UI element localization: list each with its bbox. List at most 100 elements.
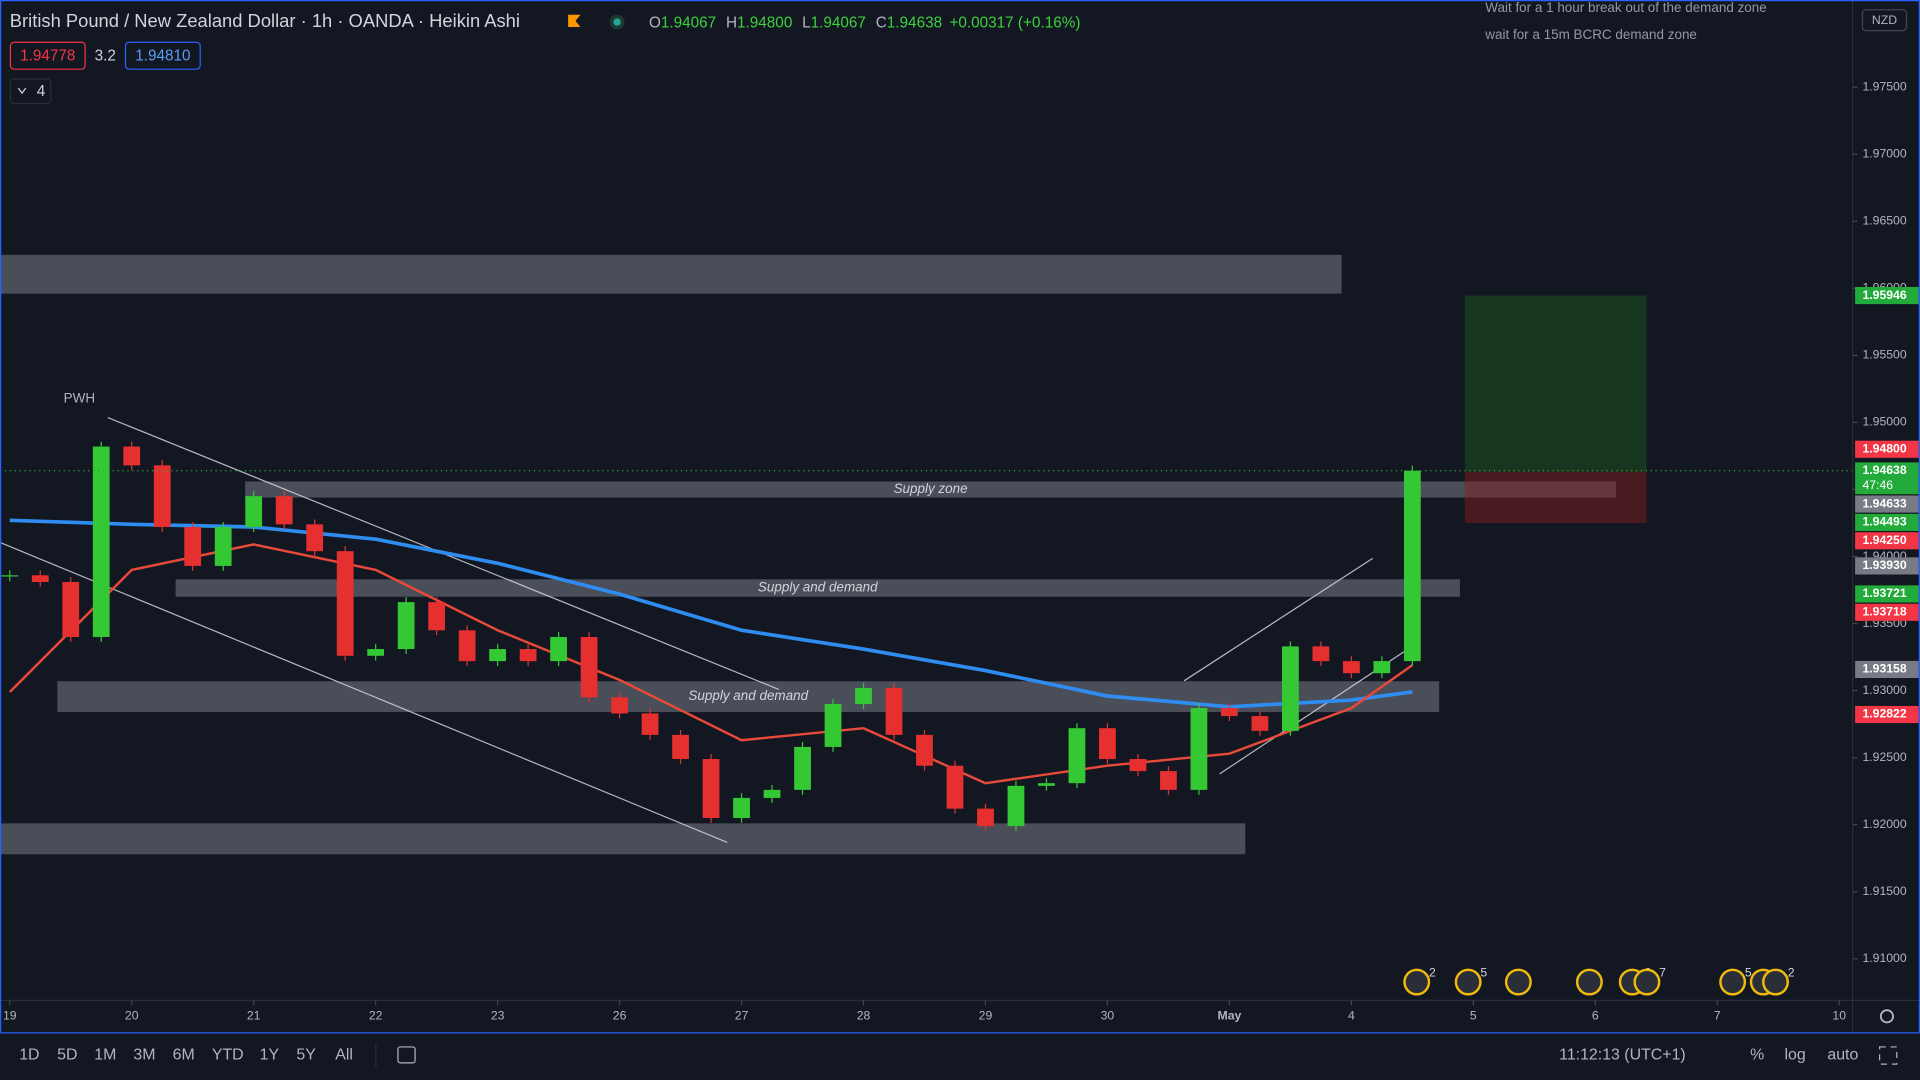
range-button[interactable]: 5Y [296, 1047, 316, 1064]
range-button[interactable]: 1D [19, 1047, 39, 1064]
event-icon[interactable] [1454, 968, 1482, 996]
candle [397, 602, 415, 650]
scale-option[interactable]: % [1750, 1047, 1764, 1064]
candle [1190, 708, 1208, 790]
indicators-toggle[interactable] [9, 78, 52, 105]
note: Wait for a 1 hour break out of the deman… [1485, 0, 1766, 15]
change: +0.00317 (+0.16%) [949, 14, 1080, 31]
x-tick-label: 7 [1714, 1009, 1721, 1023]
candle [763, 789, 781, 798]
candle [214, 527, 232, 566]
range-button[interactable]: 5D [57, 1047, 77, 1064]
zone [175, 579, 1460, 597]
currency-box[interactable] [1861, 9, 1908, 32]
candle [1312, 646, 1330, 662]
price-label-text: 1.94800 [1862, 441, 1906, 455]
y-tick-label: 1.97000 [1862, 146, 1906, 160]
event-icon[interactable] [1633, 968, 1661, 996]
x-tick-label: 26 [613, 1009, 627, 1023]
y-tick-label: 1.91500 [1862, 884, 1906, 898]
candle [123, 446, 141, 466]
scale-option[interactable]: log [1784, 1047, 1805, 1064]
range-button[interactable]: YTD [212, 1047, 244, 1064]
indicator-count: 4 [37, 83, 46, 100]
range-button[interactable]: 3M [133, 1047, 155, 1064]
y-tick-label: 1.92500 [1862, 750, 1906, 764]
y-tick-label: 1.96500 [1862, 214, 1906, 228]
bottom-toolbar [0, 1032, 1920, 1080]
event-badge: 2 [1429, 966, 1436, 980]
zone [57, 681, 1440, 713]
candle [1099, 728, 1116, 760]
zone-label: Supply and demand [688, 688, 808, 703]
candle [855, 687, 872, 705]
candle [946, 765, 964, 809]
goto-date[interactable] [397, 1046, 416, 1064]
ohlc-key: O [649, 14, 661, 31]
ohlc: O1.94067 H1.94800 L1.94067 C1.94638 +0.00317… [649, 14, 1080, 31]
event-icon[interactable] [1719, 968, 1747, 996]
price-label-text: 1.93721 [1862, 586, 1906, 600]
candle [1160, 771, 1177, 790]
price-label-text: 1.94638 [1862, 463, 1906, 477]
x-tick-label: 10 [1832, 1009, 1846, 1023]
range-button[interactable]: 1M [94, 1047, 116, 1064]
trend-line [1183, 557, 1373, 682]
pwh-label: PWH [64, 391, 95, 406]
range-button[interactable]: 6M [173, 1047, 195, 1064]
ohlc-value: 1.94638 [887, 14, 942, 31]
event-icon[interactable] [1762, 968, 1789, 996]
candle [916, 734, 933, 766]
price-label [1855, 495, 1919, 513]
price-label [1855, 557, 1919, 575]
price-label-text: 1.92822 [1862, 707, 1906, 721]
settings-icon[interactable] [1879, 1009, 1894, 1024]
range-buttons: 1D 5D 1M 3M 6M YTD 1Y 5Y All [19, 1047, 353, 1064]
zone [0, 254, 1342, 294]
price-label-text: 1.94250 [1862, 533, 1906, 547]
scale-options: % log auto [1750, 1047, 1858, 1064]
flag-icon[interactable] [568, 14, 581, 27]
event-icon[interactable] [1575, 968, 1603, 996]
clock[interactable]: 11:12:13 (UTC+1) [1559, 1047, 1686, 1064]
buy-button[interactable] [124, 41, 201, 70]
candles [1, 441, 1421, 831]
candle [550, 636, 567, 662]
range-button[interactable]: 1Y [260, 1047, 280, 1064]
symbol-title: British Pound / New Zealand Dollar · 1h … [10, 10, 520, 31]
price-label-text: 1.93718 [1862, 605, 1906, 619]
candle [1068, 728, 1086, 784]
event-icon[interactable] [1403, 968, 1431, 996]
x-tick-label: 19 [3, 1009, 17, 1023]
candle [702, 759, 720, 819]
candle [519, 649, 537, 662]
price-label [1855, 462, 1919, 495]
x-tick-label: 4 [1348, 1009, 1355, 1023]
price-label [1855, 660, 1919, 679]
sell-button[interactable] [9, 41, 86, 70]
chart-frame [0, 0, 1920, 1034]
candle [977, 808, 994, 827]
price-label [1855, 705, 1919, 724]
ohlc-value: 1.94067 [661, 14, 716, 31]
candle [336, 551, 354, 656]
candle [641, 713, 659, 735]
position-tool [1464, 295, 1647, 524]
price-label-text: 1.93158 [1862, 662, 1906, 676]
calendar-icon [397, 1046, 416, 1064]
candle [1373, 661, 1391, 674]
x-tick-label: 23 [491, 1009, 505, 1023]
fullscreen-icon[interactable] [1878, 1046, 1898, 1065]
candle [1282, 646, 1299, 731]
zone-labels: Supply zone Supply and demand Supply and d… [688, 481, 967, 703]
scale-option[interactable]: auto [1827, 1047, 1858, 1064]
range-button[interactable]: All [335, 1047, 353, 1064]
event-icon[interactable] [1504, 968, 1532, 996]
candle [184, 527, 202, 566]
events: 252752 [1403, 966, 1795, 996]
candle [1038, 783, 1055, 786]
countdown: 47:46 [1862, 478, 1893, 492]
x-tick-label: May [1218, 1009, 1242, 1023]
